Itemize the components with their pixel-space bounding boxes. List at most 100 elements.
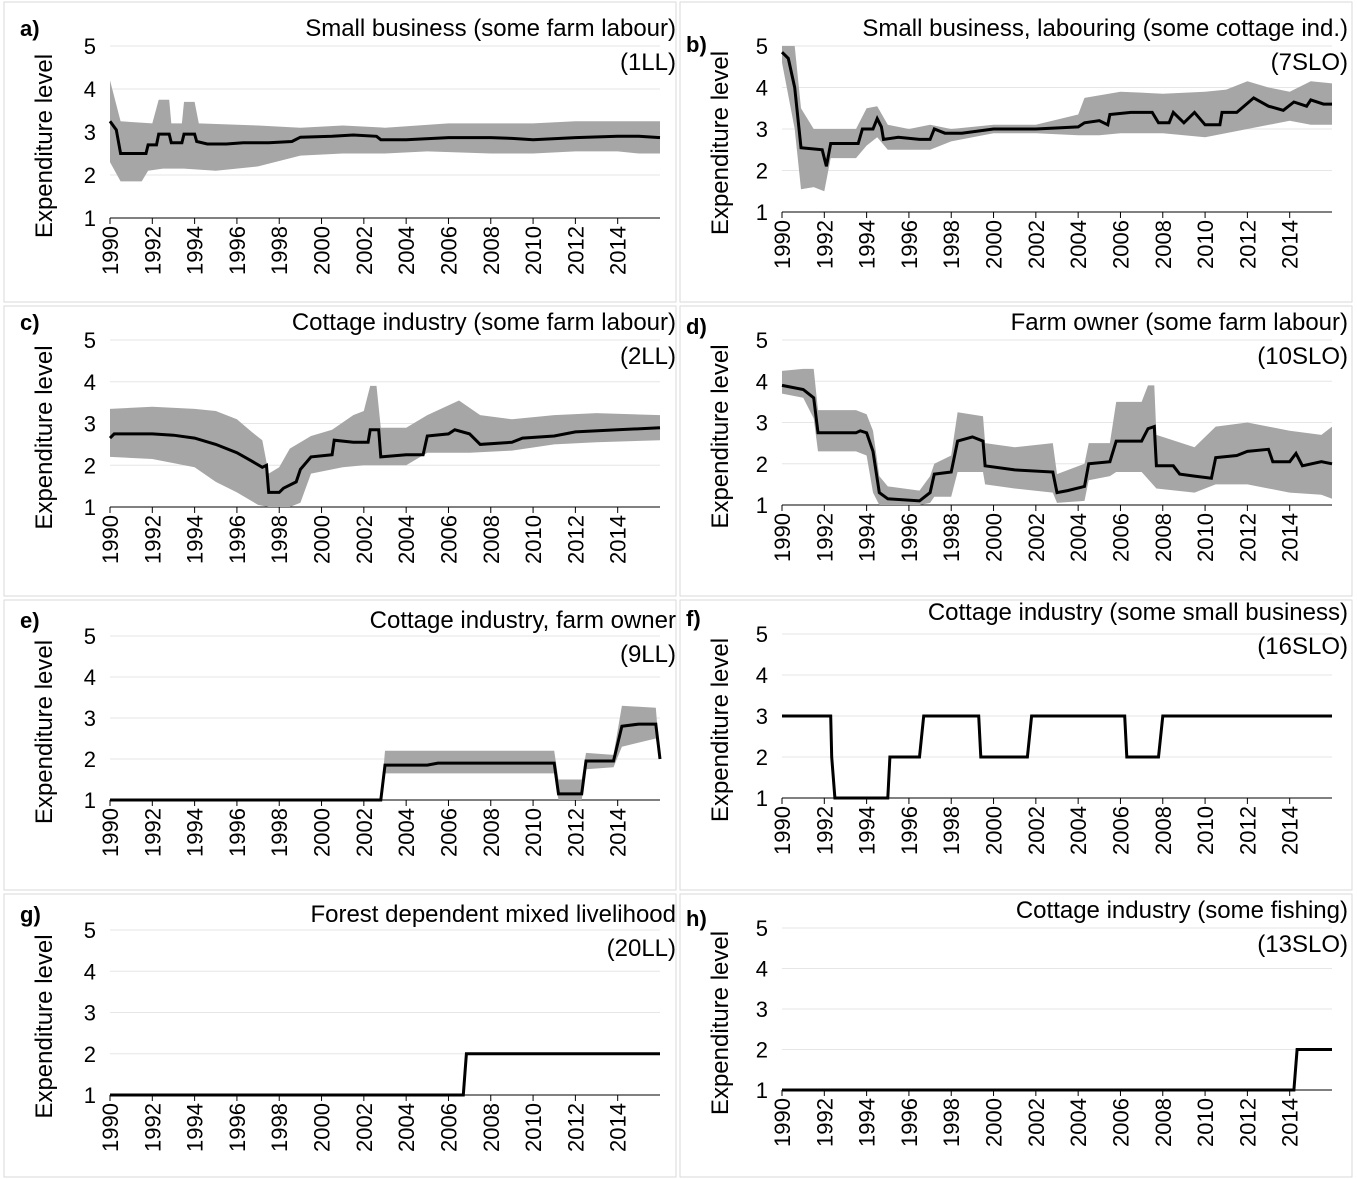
y-tick-label: 1 [84, 495, 96, 520]
x-tick-label: 1996 [897, 513, 922, 562]
y-tick-label: 3 [756, 997, 768, 1022]
x-tick-label: 2006 [436, 226, 461, 275]
panel-subtitle: (10SLO) [1257, 343, 1348, 370]
x-tick-label: 1992 [812, 1098, 837, 1147]
x-tick-label: 1992 [140, 808, 165, 857]
x-tick-label: 1996 [897, 806, 922, 855]
panel-letter: h) [686, 906, 707, 931]
x-tick-label: 1992 [812, 513, 837, 562]
x-tick-label: 2002 [1024, 1098, 1049, 1147]
x-tick-label: 2002 [352, 808, 377, 857]
x-tick-label: 2002 [1024, 220, 1049, 269]
panel-letter: c) [20, 310, 40, 335]
y-tick-label: 2 [756, 452, 768, 477]
panel-frame [3, 599, 677, 891]
panel-frame [3, 893, 677, 1178]
panel-title: Cottage industry (some fishing) [1016, 897, 1348, 924]
x-tick-label: 2012 [563, 1103, 588, 1152]
x-tick-label: 1994 [183, 226, 208, 275]
x-tick-label: 1990 [98, 515, 123, 564]
x-tick-label: 2012 [563, 515, 588, 564]
y-tick-label: 1 [84, 206, 96, 231]
chart-panel: 1 2 3 4 5 1990 1992 1994 1996 1998 2000 2002 2004 200… [3, 1, 677, 303]
range-band [110, 385, 660, 507]
x-tick-label: 2012 [1235, 806, 1260, 855]
x-tick-label: 1994 [183, 808, 208, 857]
y-tick-label: 2 [756, 1038, 768, 1063]
panel-frame [679, 599, 1353, 891]
chart-panel: 1 2 3 4 5 1990 1992 1994 1996 1998 2000 2002 2004 200… [679, 599, 1353, 891]
y-axis-label: Expenditure level [707, 344, 734, 528]
x-tick-label: 2010 [1193, 806, 1218, 855]
x-tick-label: 2008 [479, 226, 504, 275]
x-tick-label: 1992 [812, 806, 837, 855]
y-tick-label: 3 [84, 706, 96, 731]
x-tick-label: 2012 [1235, 220, 1260, 269]
x-tick-label: 1990 [770, 1098, 795, 1147]
x-tick-label: 1990 [98, 1103, 123, 1152]
x-tick-label: 2014 [606, 515, 631, 564]
y-tick-label: 3 [756, 117, 768, 142]
x-tick-label: 2004 [1066, 513, 1091, 562]
x-tick-label: 2002 [1024, 806, 1049, 855]
y-tick-label: 2 [84, 1042, 96, 1067]
x-tick-label: 2004 [1066, 220, 1091, 269]
x-tick-label: 2010 [521, 808, 546, 857]
x-tick-label: 1998 [939, 220, 964, 269]
y-axis-label: Expenditure level [707, 638, 734, 822]
chart-panel: 1 2 3 4 5 1990 1992 1994 1996 1998 2000 2002 2004 200… [3, 599, 677, 891]
panel-subtitle: (1LL) [620, 49, 676, 76]
y-axis-label: Expenditure level [31, 345, 58, 529]
x-tick-label: 2010 [521, 515, 546, 564]
series-line [782, 1048, 1332, 1092]
panel-subtitle: (7SLO) [1271, 49, 1348, 76]
panel-letter: d) [686, 314, 707, 339]
x-tick-label: 2006 [436, 515, 461, 564]
x-tick-label: 2006 [1108, 806, 1133, 855]
y-tick-label: 1 [756, 200, 768, 225]
panel-title: Cottage industry (some farm labour) [292, 309, 676, 336]
x-tick-label: 2008 [479, 808, 504, 857]
y-tick-label: 5 [84, 918, 96, 943]
chart-panel: 1 2 3 4 5 1990 1992 1994 1996 1998 2000 2002 2004 200… [679, 1, 1353, 303]
y-tick-label: 4 [84, 665, 96, 690]
x-tick-label: 1990 [98, 808, 123, 857]
panel-letter: a) [20, 16, 40, 41]
x-tick-label: 2000 [982, 513, 1007, 562]
y-tick-label: 3 [756, 704, 768, 729]
range-band [110, 705, 660, 800]
series-line [108, 426, 661, 494]
x-tick-label: 2010 [521, 1103, 546, 1152]
x-tick-label: 2002 [352, 226, 377, 275]
x-tick-label: 1990 [98, 226, 123, 275]
x-tick-label: 1998 [267, 808, 292, 857]
panel-title: Forest dependent mixed livelihood [310, 901, 676, 928]
x-tick-label: 2002 [352, 515, 377, 564]
panel-frame [679, 1, 1353, 303]
panel-title: Cottage industry, farm owner [370, 607, 676, 634]
x-tick-label: 2008 [479, 515, 504, 564]
x-tick-label: 2014 [1278, 513, 1303, 562]
x-tick-label: 2006 [436, 808, 461, 857]
y-tick-label: 5 [84, 328, 96, 353]
x-tick-label: 1992 [140, 515, 165, 564]
x-tick-label: 2002 [1024, 513, 1049, 562]
panel-frame [679, 305, 1353, 597]
panel-frame [3, 305, 677, 597]
x-tick-label: 1992 [140, 226, 165, 275]
x-tick-label: 2008 [1151, 220, 1176, 269]
panel-subtitle: (9LL) [620, 641, 676, 668]
x-tick-label: 2000 [310, 808, 335, 857]
y-tick-label: 4 [84, 77, 96, 102]
y-axis-label: Expenditure level [31, 640, 58, 824]
x-tick-label: 2014 [1278, 1098, 1303, 1147]
panel-title: Small business (some farm labour) [305, 15, 676, 42]
x-tick-label: 2000 [310, 1103, 335, 1152]
panel-letter: b) [686, 32, 707, 57]
x-tick-label: 1996 [225, 1103, 250, 1152]
x-tick-label: 2008 [1151, 1098, 1176, 1147]
x-tick-label: 2014 [606, 226, 631, 275]
x-tick-label: 1994 [183, 1103, 208, 1152]
y-tick-label: 3 [84, 1001, 96, 1026]
x-tick-label: 2004 [394, 226, 419, 275]
